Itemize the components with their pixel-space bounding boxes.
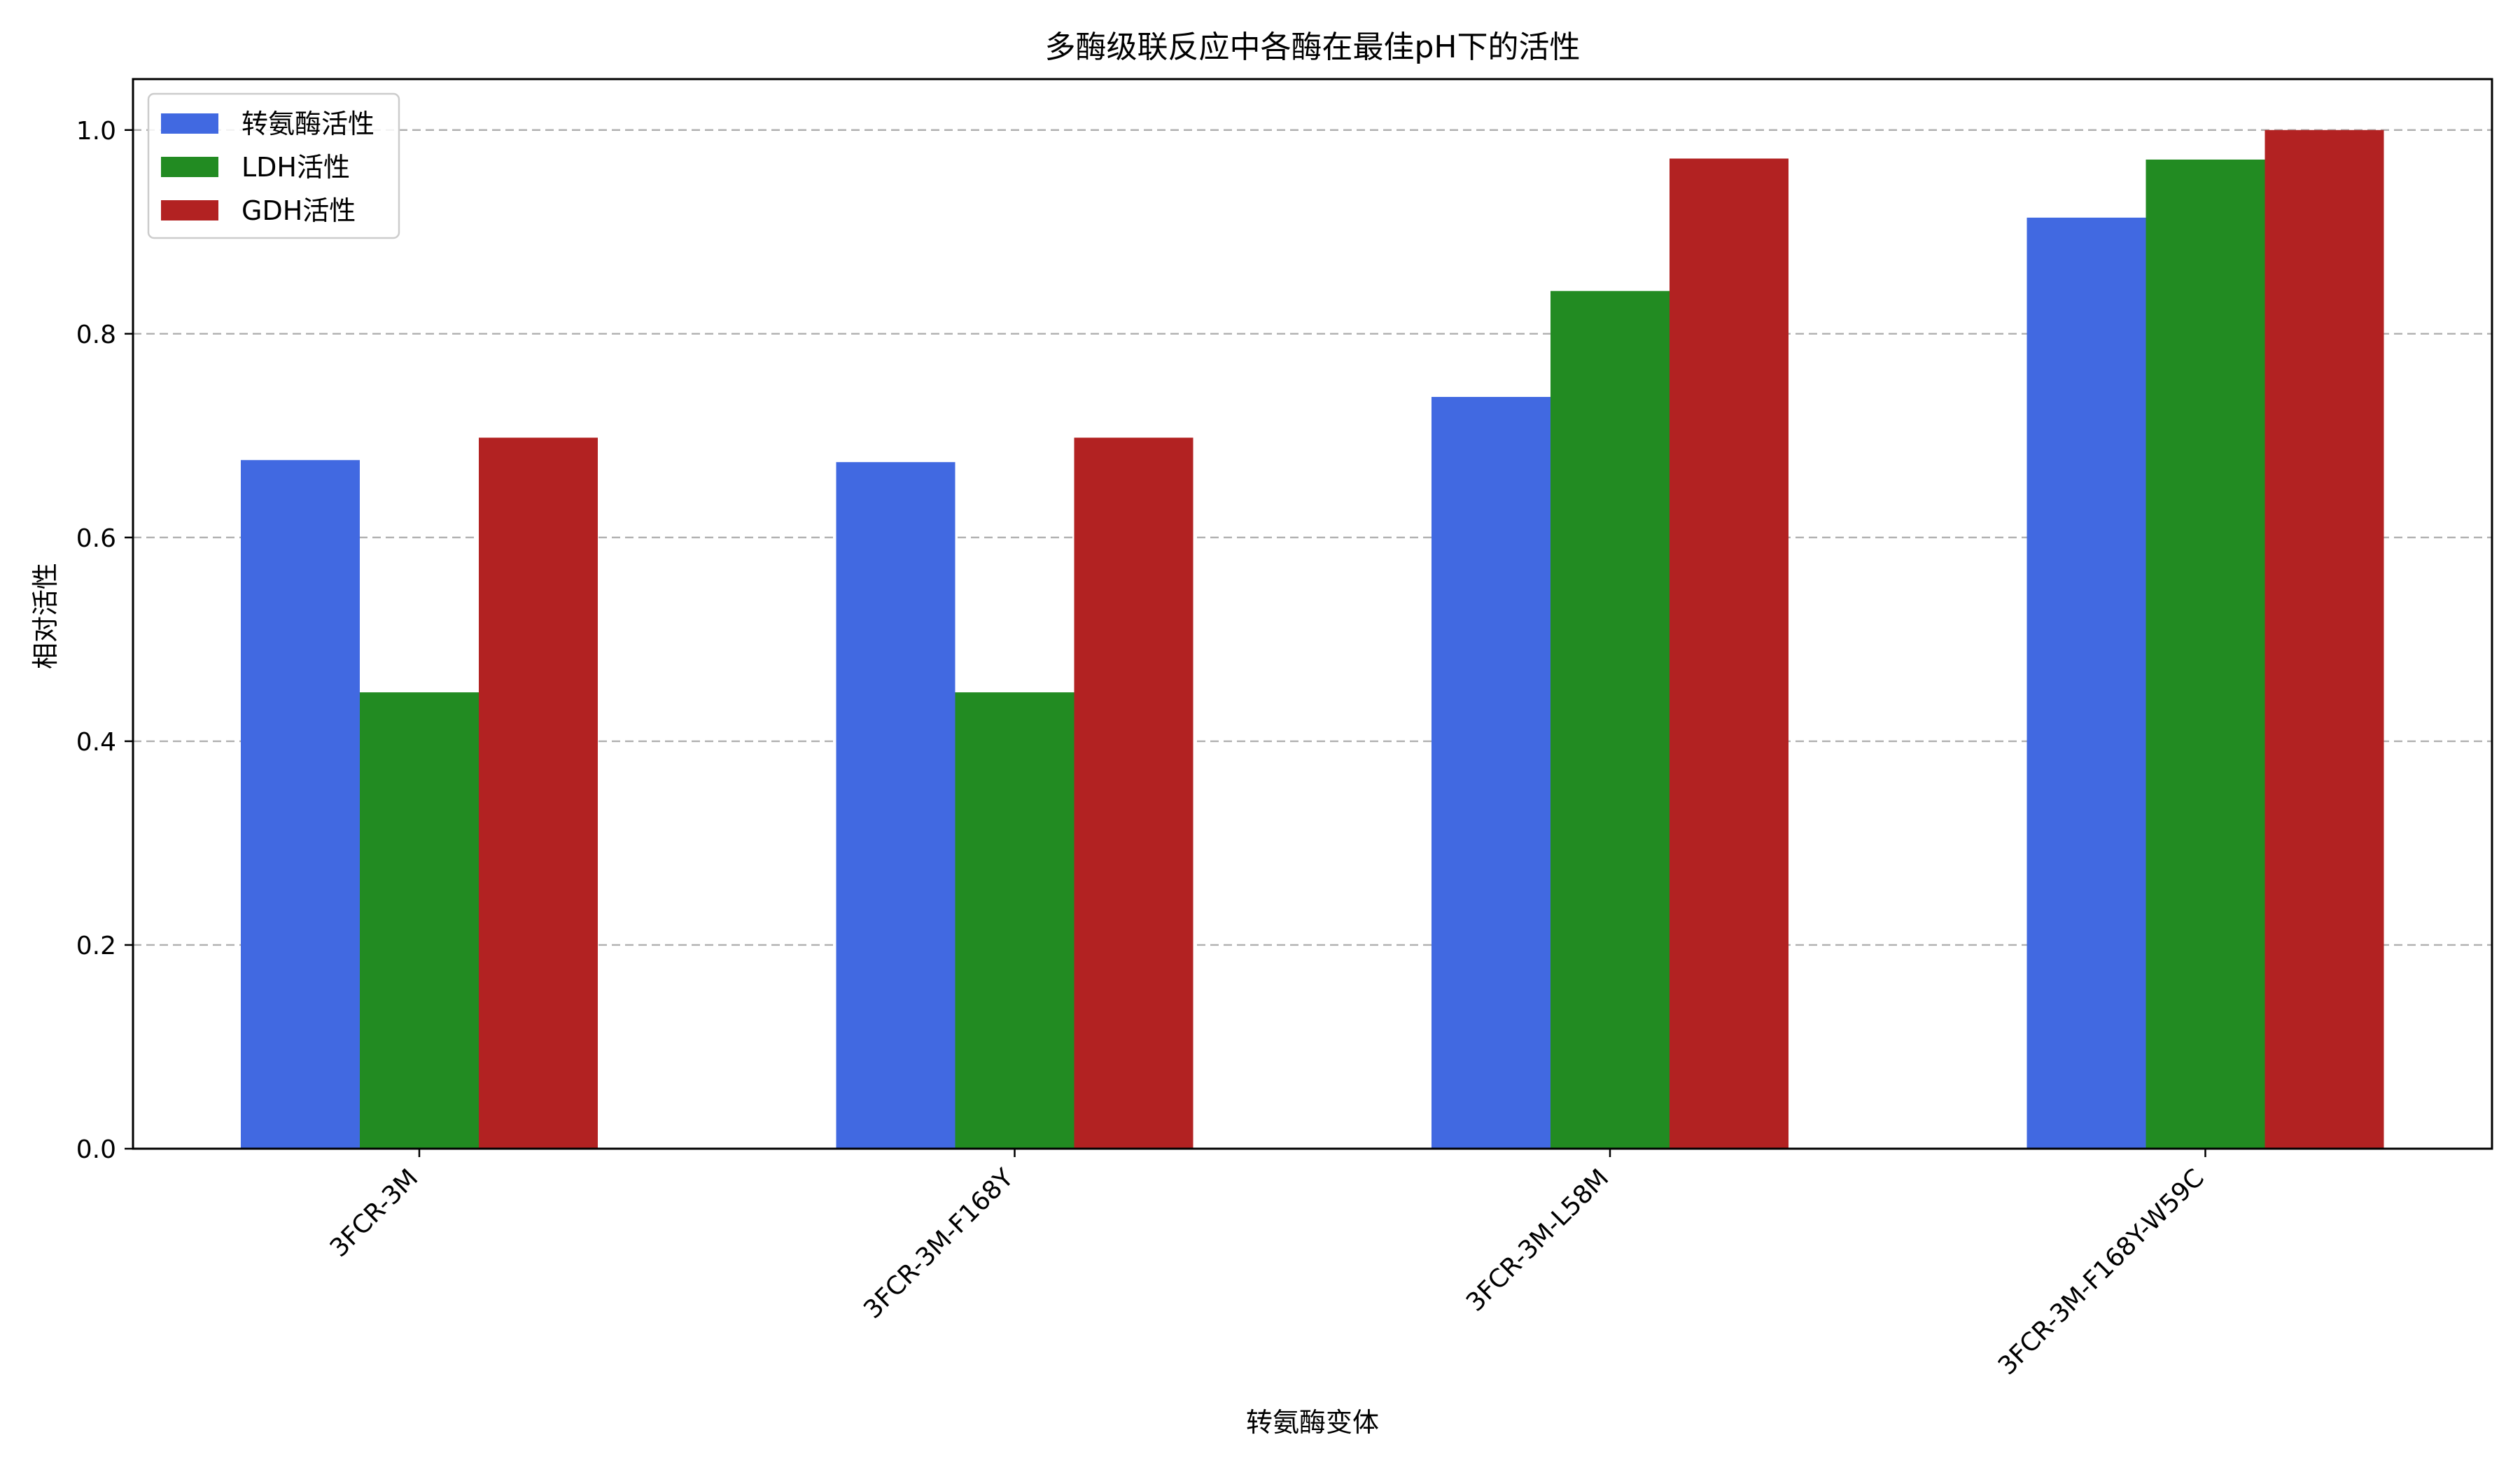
legend: 转氨酶活性 LDH活性 GDH活性	[147, 92, 400, 239]
bars-layer	[241, 130, 2384, 1149]
y-tick-label: 0.4	[76, 728, 116, 757]
y-axis-label: 相对活性	[30, 563, 61, 669]
legend-label: 转氨酶活性	[241, 108, 374, 139]
bar-3-4	[2264, 130, 2384, 1149]
y-tick-label: 1.0	[76, 117, 116, 146]
y-tick-label: 0.6	[76, 524, 116, 553]
legend-swatch	[161, 113, 218, 134]
y-tick-label: 0.8	[76, 321, 116, 349]
bar-1-4	[2026, 217, 2146, 1149]
plot-frame	[132, 78, 2493, 1150]
x-tick-label: 3FCR-3M-L58M	[1461, 1163, 1614, 1317]
legend-label: GDH活性	[241, 195, 356, 226]
y-tick-label: 0.2	[76, 932, 116, 960]
bar-3-1	[479, 438, 598, 1149]
bar-1-2	[836, 462, 955, 1149]
legend-swatch	[161, 157, 218, 177]
legend-swatch	[161, 200, 218, 220]
x-axis-label: 转氨酶变体	[1246, 1407, 1379, 1438]
bar-2-3	[1550, 290, 1670, 1149]
legend-label: LDH活性	[241, 152, 350, 183]
bar-1-3	[1432, 397, 1550, 1149]
bar-2-1	[360, 692, 479, 1149]
bar-2-4	[2146, 159, 2265, 1149]
chart-title: 多酶级联反应中各酶在最佳pH下的活性	[1044, 29, 1580, 65]
x-tick-label: 3FCR-3M-F168Y	[858, 1163, 1019, 1324]
y-tick-label: 0.0	[76, 1135, 116, 1164]
bar-1-1	[241, 460, 360, 1149]
x-tick-label: 3FCR-3M-F168Y-W59C	[1993, 1163, 2210, 1380]
bar-2-2	[955, 692, 1074, 1149]
bar-3-2	[1074, 438, 1194, 1149]
bar-3-3	[1670, 158, 1788, 1149]
x-tick-label: 3FCR-3M	[325, 1163, 424, 1263]
